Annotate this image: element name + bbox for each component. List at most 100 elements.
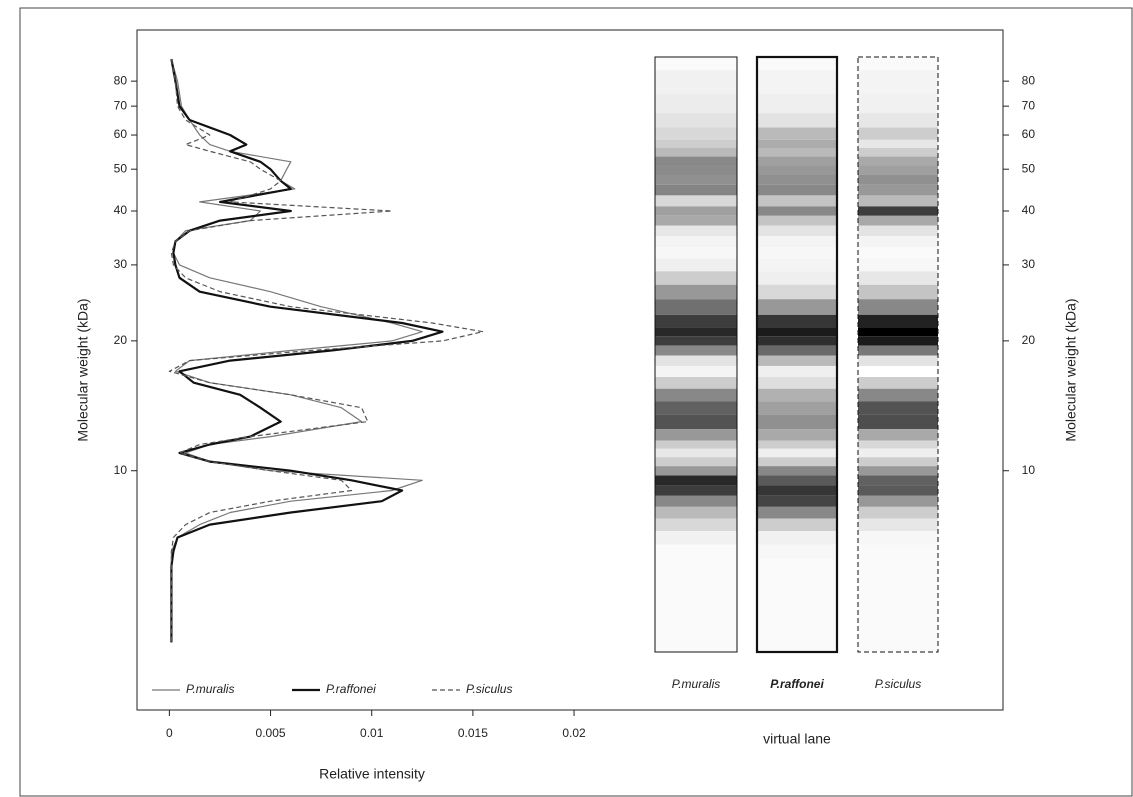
lane-band [655,531,737,544]
y-tick-label: 70 [114,98,128,112]
lane-band [858,148,938,157]
y-tick-label: 20 [114,333,128,347]
y-tick-label: 60 [114,127,128,141]
lane-band [757,519,837,532]
lane-band [655,315,737,328]
lane-band [858,415,938,429]
lane-band [655,216,737,226]
lane-band [757,327,837,336]
lane-band [757,544,837,558]
lane-band [655,466,737,475]
lane-band [757,216,837,226]
lane-name: P.muralis [672,677,720,691]
lane-band [655,157,737,166]
lane-band [858,507,938,519]
lane-band [858,166,938,175]
lane-band [757,429,837,440]
lane-band [655,57,737,70]
lane-band [655,485,737,495]
lane-band [655,544,737,558]
x-tick-label: 0.005 [256,726,286,740]
lane-band [858,299,938,315]
lane-name: P.siculus [875,677,921,691]
lane-band [757,206,837,215]
lane-band [858,285,938,299]
lane-band [858,315,938,328]
x-axis-label: Relative intensity [319,766,425,782]
y-tick-label: 40 [114,203,128,217]
x-tick-label: 0 [166,726,173,740]
y-tick-label: 10 [114,463,128,477]
lane-band [757,140,837,148]
profile-line [171,59,442,642]
lane-band [858,441,938,449]
lane-band [757,610,837,631]
lane-band [757,299,837,315]
x-tick-label: 0.015 [458,726,488,740]
lane-band [655,327,737,336]
lane-band [858,559,938,584]
lane-band [757,366,837,377]
lane-band [757,346,837,356]
lane-band [858,519,938,532]
lane-band [655,128,737,140]
lane-band [858,631,938,652]
lane-band [757,285,837,299]
lane-band [858,457,938,466]
lane-band [655,140,737,148]
legend-label: P.siculus [466,682,512,696]
lane-band [757,356,837,366]
lane-band [858,94,938,113]
lane-band [655,285,737,299]
profile-line [171,59,422,642]
lane-band [655,195,737,206]
x-tick-label: 0.02 [562,726,586,740]
lane-band [757,315,837,328]
y2-tick-label: 30 [1022,257,1036,271]
lane-band [655,366,737,377]
lane-band [858,236,938,247]
y2-tick-label: 70 [1022,98,1036,112]
lane-band [858,271,938,284]
lane-band [757,476,837,486]
lane-band [655,584,737,611]
lane-band [655,166,737,175]
lane-band [655,610,737,631]
lane-band [655,559,737,584]
lane-band [757,148,837,157]
lane-band [858,175,938,185]
lane-band [757,441,837,449]
lane-band [655,346,737,356]
lane-band [655,94,737,113]
y2-tick-label: 50 [1022,161,1036,175]
lane-band [655,389,737,402]
lane-band [858,496,938,507]
lane-band [655,377,737,389]
y2-tick-label: 80 [1022,73,1036,87]
lane-band [757,485,837,495]
lane-band [757,157,837,166]
lane-band [858,195,938,206]
lane-band [858,113,938,127]
lane-band [655,519,737,532]
lane-band [655,271,737,284]
lane-band [858,356,938,366]
lane-band [655,457,737,466]
lane-band [757,259,837,272]
lane-band [858,476,938,486]
lane-band [655,496,737,507]
lane-band [757,415,837,429]
lane-band [858,259,938,272]
lane-band [655,631,737,652]
lane-band [757,113,837,127]
y-tick-label: 80 [114,73,128,87]
lane-band [655,507,737,519]
lane-band [858,216,938,226]
lane-band [655,148,737,157]
lane-band [858,226,938,236]
lane-band [858,157,938,166]
lane-band [757,449,837,458]
lane-band [858,401,938,414]
lane-band [757,559,837,584]
lane-band [858,247,938,259]
